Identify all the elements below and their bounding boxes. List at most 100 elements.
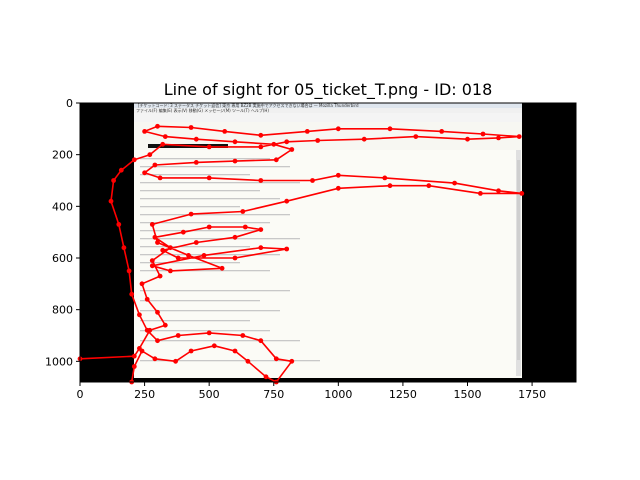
gaze-point [361,136,367,142]
gaze-point [516,134,522,140]
gaze-point [206,224,212,230]
chart-title: Line of sight for 05_ticket_T.png - ID: … [164,80,493,100]
gaze-point [155,338,160,344]
gaze-point [147,152,153,158]
gaze-point [108,198,114,204]
gaze-point [271,141,277,147]
gaze-point [162,134,168,140]
gaze-point [310,178,315,183]
gaze-point [201,253,207,258]
x-tick-label: 1000 [324,388,352,401]
gaze-point [258,245,264,251]
gaze-point [284,246,290,252]
gaze-point [155,240,160,245]
gaze-point [289,358,295,364]
gaze-point [284,139,290,145]
y-tick-label: 0 [66,97,73,110]
gaze-point [206,330,212,336]
gaze-point [139,348,145,354]
x-axis: 0 250 500 750 1000 1250 1500 1750 [77,382,546,401]
gaze-point [222,129,228,134]
gaze-point [144,296,150,302]
screenshot-scrollbar-thumb [517,160,520,360]
gaze-point [175,255,181,261]
gaze-point [304,129,310,134]
gaze-point [335,185,341,191]
gaze-point [263,374,269,380]
gaze-point [232,255,238,261]
gaze-point [186,253,191,258]
gaze-point [142,129,148,134]
gaze-point [188,348,194,354]
plot-frame [79,102,577,383]
gaze-point [206,175,212,181]
y-tick-label: 800 [52,304,73,317]
gaze-points [77,123,525,385]
gaze-point [206,144,212,150]
gaze-point [188,125,194,130]
gaze-point [155,123,160,129]
screenshot-menubar [134,108,522,113]
gaze-point [142,170,148,176]
gaze-point [273,356,279,362]
gaze-point [289,147,295,152]
gaze-point [232,234,238,240]
gaze-point [129,291,135,297]
gaze-point [258,338,264,344]
y-tick-label: 400 [52,200,73,213]
gaze-point [387,126,393,132]
gaze-point [439,129,445,134]
gaze-point [193,160,199,165]
gaze-point [232,348,238,354]
gaze-point [335,126,341,132]
gaze-point [131,364,137,369]
x-tick-label: 250 [134,388,155,401]
gaze-point [452,180,457,186]
gaze-point [131,353,137,359]
gaze-point [126,268,132,274]
screenshot-toolbar [134,113,522,122]
gaze-point [149,222,155,227]
screenshot-window-title: [チケットコード: 3 ステータス チケット返信] 東京 専用 BZ2B 実施中… [138,102,359,108]
gaze-point [315,138,321,143]
y-tick-label: 1000 [45,355,73,368]
gaze-point [193,240,199,245]
x-tick-label: 1750 [518,388,546,401]
gaze-point [144,327,150,333]
gaze-point [116,222,122,227]
y-tick-label: 200 [52,149,73,162]
gaze-point [284,198,290,204]
gaze-point [155,309,160,315]
gaze-point [413,134,419,140]
x-tick-label: 750 [263,388,284,401]
gaze-point [478,191,483,196]
gaze-point [152,162,158,168]
gaze-point [426,183,432,189]
gaze-point [232,158,238,164]
gaze-point [111,178,116,183]
gaze-point [240,209,246,214]
gaze-point [387,183,393,189]
gaze-point [149,258,155,263]
gaze-point [258,227,264,233]
gaze-point [335,172,341,178]
gaze-point [496,135,501,141]
gaze-point [137,312,142,318]
gaze-point [245,358,251,364]
gaze-point [258,144,264,150]
x-tick-label: 1250 [389,388,417,401]
plot-area: [チケットコード: 3 ステータス チケット返信] 東京 専用 BZ2B 実施中… [77,102,576,385]
gaze-point [160,141,166,147]
gaze-point [168,268,173,274]
gaze-point [242,224,248,230]
gaze-point [193,136,199,142]
gaze-point [160,247,166,253]
screenshot-titlebar [134,103,522,108]
gaze-point [118,167,124,173]
gaze-point [157,175,163,181]
gaze-point [258,132,264,138]
y-axis: 0 200 400 600 800 1000 [45,97,80,368]
gaze-point [139,281,145,287]
gaze-point [219,265,225,271]
